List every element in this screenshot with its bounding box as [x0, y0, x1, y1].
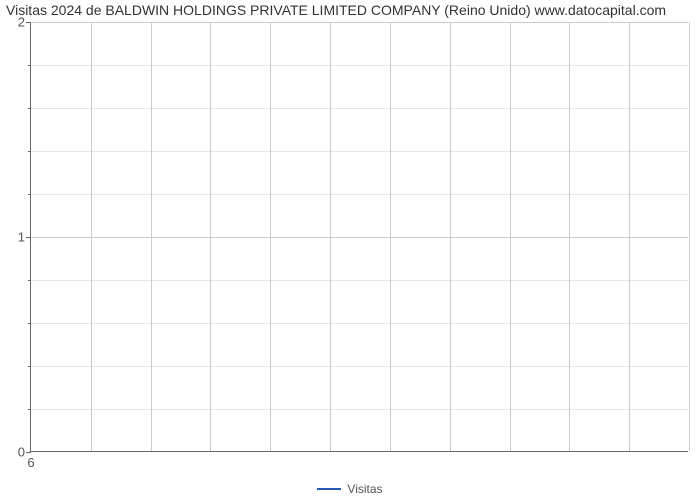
- v-gridline: [151, 22, 152, 451]
- h-gridline-minor: [31, 108, 688, 109]
- h-gridline-minor: [31, 366, 688, 367]
- h-gridline-minor: [31, 409, 688, 410]
- v-gridline: [330, 22, 331, 451]
- v-gridline: [450, 22, 451, 451]
- y-tick-mark-minor: [28, 65, 31, 66]
- y-tick-mark: [26, 22, 31, 23]
- y-tick-mark-minor: [28, 108, 31, 109]
- legend: Visitas: [0, 481, 700, 496]
- v-gridline: [210, 22, 211, 451]
- x-tick-label: 6: [27, 451, 34, 470]
- h-gridline-minor: [31, 194, 688, 195]
- h-gridline-major: [31, 237, 688, 238]
- h-gridline-minor: [31, 151, 688, 152]
- plot-area: 0126: [30, 22, 688, 452]
- y-tick-mark-minor: [28, 366, 31, 367]
- v-gridline: [270, 22, 271, 451]
- y-tick-mark: [26, 237, 31, 238]
- v-gridline: [689, 22, 690, 451]
- legend-swatch: [317, 488, 341, 490]
- y-tick-mark-minor: [28, 409, 31, 410]
- h-gridline-minor: [31, 65, 688, 66]
- h-gridline-major: [31, 22, 688, 23]
- y-tick-mark-minor: [28, 151, 31, 152]
- v-gridline: [390, 22, 391, 451]
- chart-title: Visitas 2024 de BALDWIN HOLDINGS PRIVATE…: [0, 2, 700, 18]
- v-gridline: [91, 22, 92, 451]
- legend-label: Visitas: [347, 482, 382, 496]
- h-gridline-minor: [31, 280, 688, 281]
- y-tick-mark-minor: [28, 194, 31, 195]
- v-gridline: [569, 22, 570, 451]
- v-gridline: [629, 22, 630, 451]
- v-gridline: [510, 22, 511, 451]
- y-tick-mark-minor: [28, 323, 31, 324]
- h-gridline-minor: [31, 323, 688, 324]
- y-tick-mark-minor: [28, 280, 31, 281]
